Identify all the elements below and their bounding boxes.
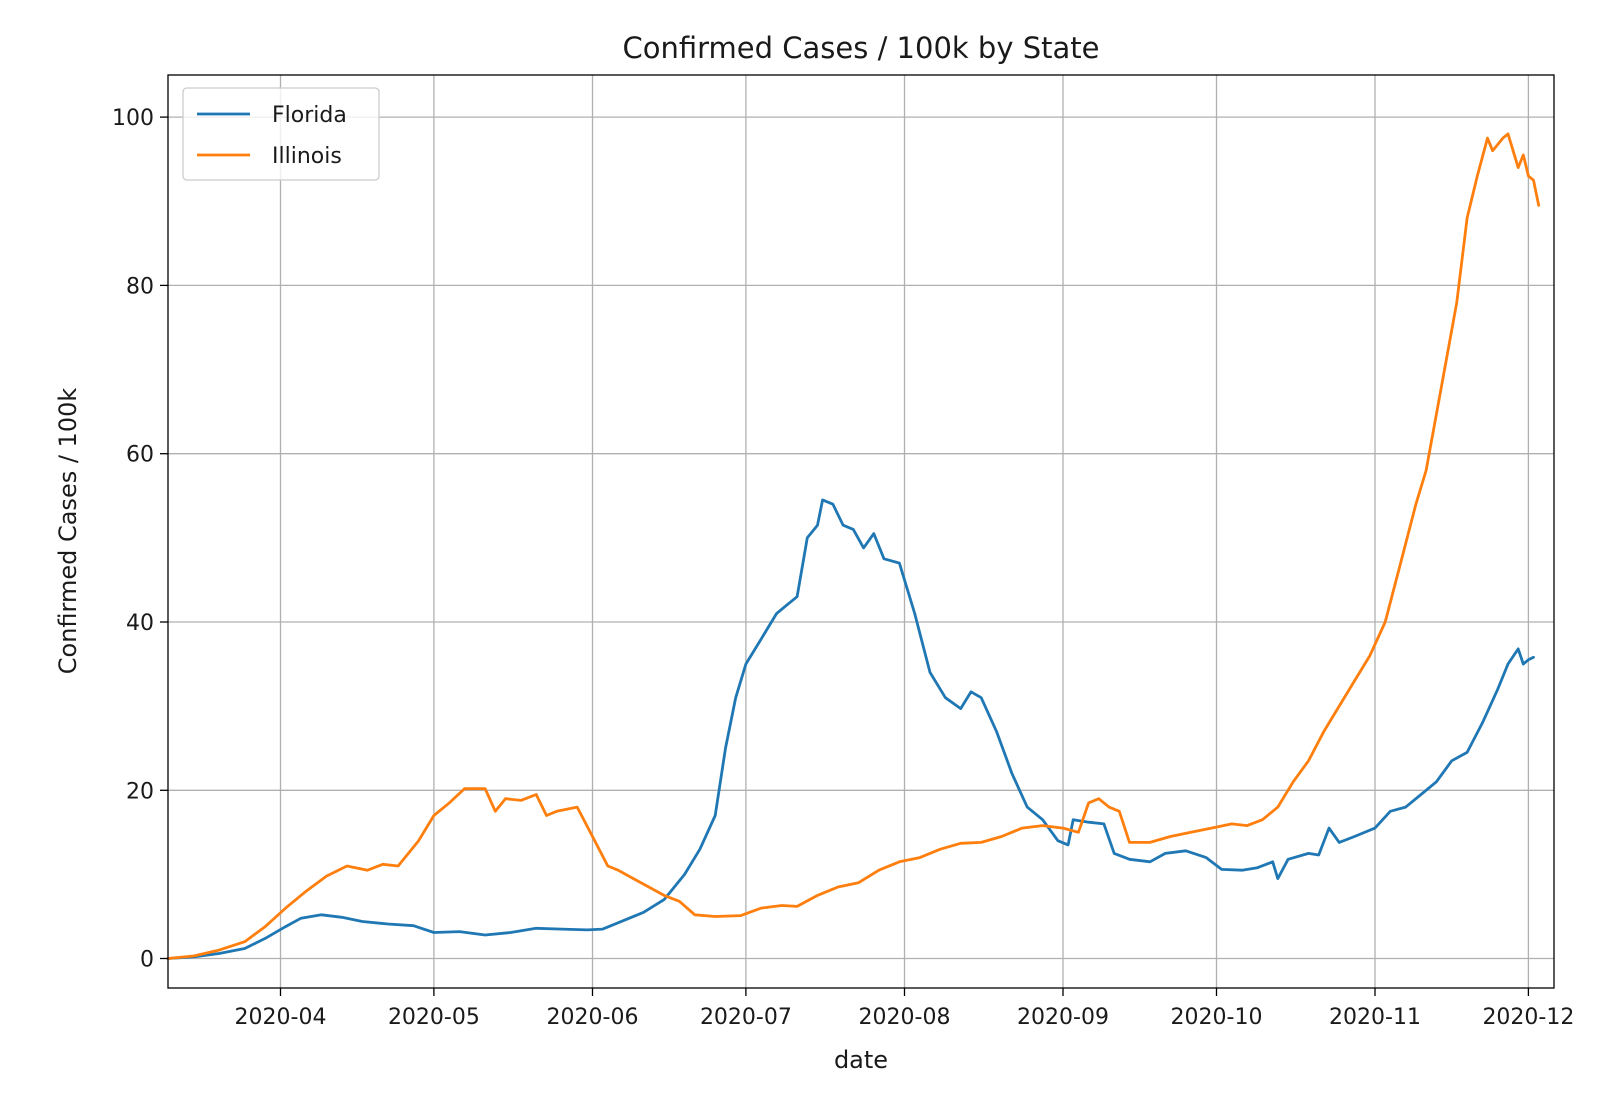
y-tick-label-100: 100 — [112, 106, 154, 131]
x-tick-label-2020-12: 2020-12 — [1482, 1005, 1574, 1030]
y-axis-ticks: 0 20 40 60 80 100 — [112, 106, 168, 973]
x-tick-label-2020-11: 2020-11 — [1329, 1005, 1421, 1030]
y-tick-label-20: 20 — [126, 779, 154, 804]
x-tick-label-2020-04: 2020-04 — [235, 1005, 327, 1030]
grid-lines — [168, 75, 1554, 988]
series-line-illinois — [166, 132, 1541, 960]
x-tick-label-2020-08: 2020-08 — [859, 1005, 951, 1030]
legend-box — [182, 87, 380, 181]
y-tick-label-80: 80 — [126, 274, 154, 299]
legend-label-florida: Florida — [272, 103, 347, 128]
y-tick-label-40: 40 — [126, 611, 154, 636]
x-tick-label-2020-10: 2020-10 — [1171, 1005, 1263, 1030]
x-tick-label-2020-09: 2020-09 — [1017, 1005, 1109, 1030]
x-tick-label-2020-07: 2020-07 — [700, 1005, 792, 1030]
legend-label-illinois: Illinois — [272, 144, 342, 169]
x-tick-label-2020-06: 2020-06 — [547, 1005, 639, 1030]
legend: Florida Illinois — [182, 87, 380, 181]
y-tick-label-0: 0 — [140, 948, 154, 973]
series-line-florida — [166, 498, 1535, 960]
x-tick-label-2020-05: 2020-05 — [388, 1005, 480, 1030]
y-axis-label: Confirmed Cases / 100k — [54, 388, 82, 675]
x-axis-ticks: 2020-04 2020-05 2020-06 2020-07 2020-08 2020-… — [235, 988, 1574, 1030]
plot-area — [168, 75, 1554, 988]
x-axis-label: date — [834, 1046, 888, 1074]
series-lines — [166, 132, 1541, 960]
plot-frame — [167, 74, 1555, 989]
chart-title: Confirmed Cases / 100k by State — [623, 31, 1100, 65]
y-tick-label-60: 60 — [126, 443, 154, 468]
